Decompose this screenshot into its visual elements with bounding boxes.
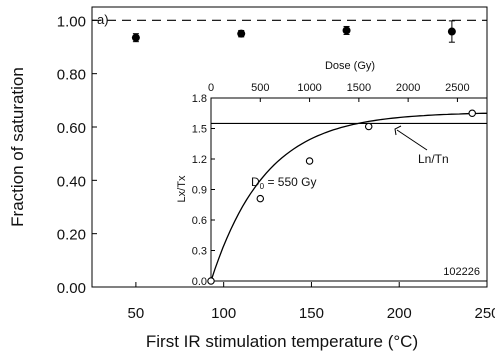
main-y-tick-label: 0.80 <box>57 67 86 84</box>
main-data-point <box>342 26 351 35</box>
ln-tn-arrow-line <box>396 129 428 151</box>
inset-plot-frame <box>210 97 488 282</box>
inset-y-tick-label: 0.3 <box>192 246 207 258</box>
inset-chart: 0 500 1000 1500 2000 2500 0.0 0.3 0.6 0.9 1.2 1.5 1… <box>176 60 488 288</box>
inset-x-tick-label: 2000 <box>396 82 420 94</box>
main-y-ticks: 0.00 0.20 0.40 0.60 0.80 1.00 <box>57 13 97 297</box>
inset-data-point <box>364 122 373 131</box>
main-y-tick-label: 1.00 <box>57 13 86 30</box>
inset-x-tick-label: 500 <box>251 82 269 94</box>
inset-fit-curve <box>210 112 487 282</box>
inset-data-point <box>305 157 314 165</box>
inset-x-ticks: 0 500 1000 1500 2000 2500 <box>208 82 470 102</box>
main-y-tick-label: 0.60 <box>57 120 86 137</box>
main-data-point <box>237 29 246 38</box>
inset-y-tick-label: 0.0 <box>192 276 207 288</box>
main-x-tick-label: 50 <box>128 305 145 322</box>
panel-label: a) <box>97 12 109 27</box>
main-x-ticks: 50 100 150 200 250 <box>128 282 495 322</box>
inset-y-ticks: 0.0 0.3 0.6 0.9 1.2 1.5 1.8 <box>192 93 215 288</box>
ln-tn-label: Ln/Tn <box>418 152 449 166</box>
inset-x-tick-label: 0 <box>208 82 214 94</box>
inset-x-tick-label: 2500 <box>445 82 469 94</box>
main-x-tick-label: 100 <box>211 305 236 322</box>
inset-x-tick-label: 1500 <box>347 82 371 94</box>
inset-x-axis-label: Dose (Gy) <box>325 60 375 72</box>
main-x-tick-label: 150 <box>299 305 324 322</box>
inset-y-tick-label: 1.5 <box>192 124 207 136</box>
inset-data-points <box>207 109 476 285</box>
main-y-tick-label: 0.00 <box>57 280 86 297</box>
inset-y-axis-label: Lx/Tx <box>176 175 188 202</box>
inset-data-point <box>207 277 215 285</box>
main-x-tick-label: 200 <box>387 305 412 322</box>
inset-y-tick-label: 0.9 <box>192 185 207 197</box>
ln-tn-arrow-head <box>394 125 402 136</box>
main-data-point <box>447 27 456 36</box>
main-x-axis-label: First IR stimulation temperature (°C) <box>146 332 418 351</box>
inset-x-tick-label: 1000 <box>297 82 321 94</box>
main-y-tick-label: 0.20 <box>57 227 86 244</box>
main-y-tick-label: 0.40 <box>57 173 86 190</box>
main-data-point <box>131 33 140 42</box>
inset-y-tick-label: 1.8 <box>192 93 207 105</box>
d0-annotation: D0 = 550 Gy <box>251 175 317 191</box>
main-y-axis-label: Fraction of saturation <box>8 67 27 227</box>
inset-y-tick-label: 0.6 <box>192 215 207 227</box>
inset-data-point <box>256 194 265 203</box>
main-x-tick-label: 250 <box>474 305 495 322</box>
inset-y-tick-label: 1.2 <box>192 154 207 166</box>
sample-id: 102226 <box>443 266 480 278</box>
main-data-points <box>131 20 456 43</box>
inset-data-point <box>468 109 476 118</box>
